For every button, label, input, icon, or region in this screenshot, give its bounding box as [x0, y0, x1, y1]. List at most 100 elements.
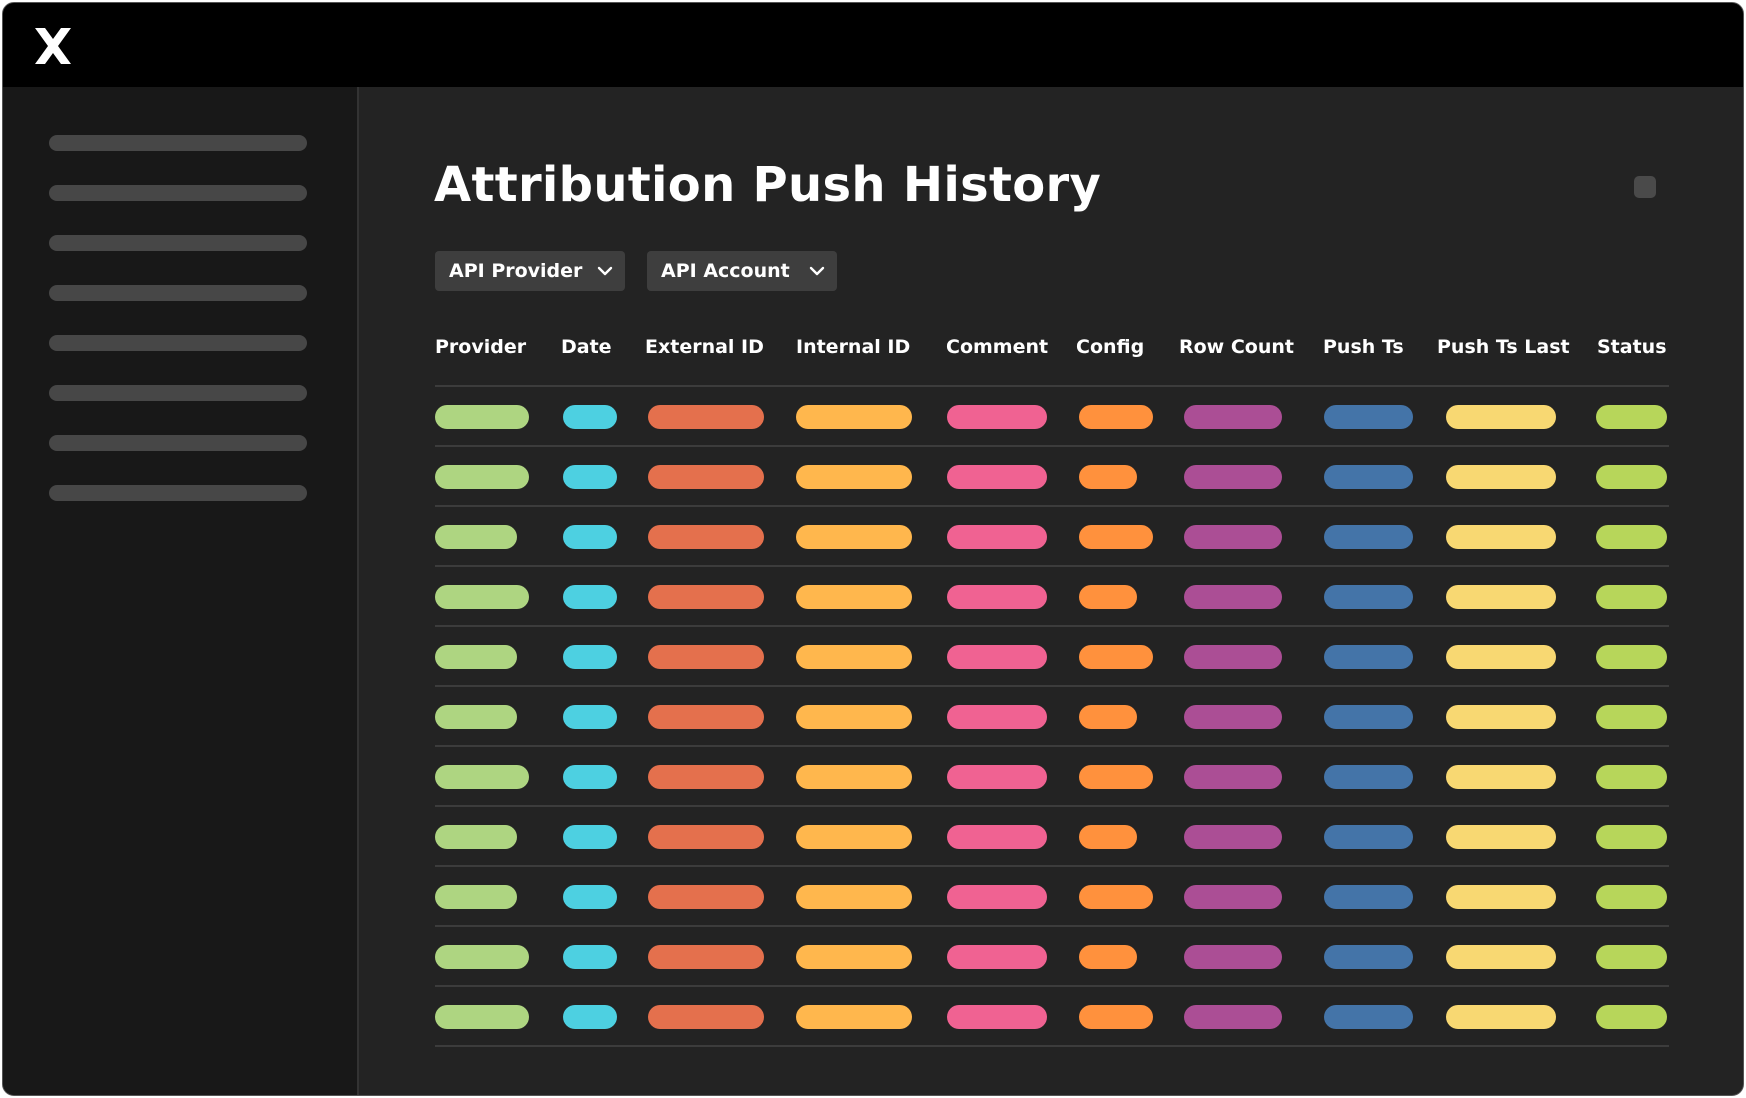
column-header-push-ts[interactable]: Push Ts	[1323, 336, 1404, 358]
push-ts-cell-placeholder	[1324, 825, 1413, 849]
column-header-external-id[interactable]: External ID	[645, 336, 764, 358]
status-cell-placeholder	[1596, 645, 1667, 669]
push-ts-last-cell-placeholder	[1446, 1005, 1556, 1029]
provider-cell-placeholder	[435, 885, 517, 909]
row-count-cell-placeholder	[1184, 525, 1282, 549]
table-row[interactable]	[359, 687, 1743, 747]
internal-id-cell-placeholder	[796, 525, 912, 549]
comment-cell-placeholder	[947, 765, 1047, 789]
external-id-cell-placeholder	[648, 705, 764, 729]
column-header-date[interactable]: Date	[561, 336, 612, 358]
sidebar-item-7[interactable]	[49, 435, 307, 451]
row-count-cell-placeholder	[1184, 825, 1282, 849]
main-content: Attribution Push History API Provider AP…	[359, 87, 1743, 1095]
push-ts-cell-placeholder	[1324, 1005, 1413, 1029]
row-count-cell-placeholder	[1184, 705, 1282, 729]
sidebar-item-6[interactable]	[49, 385, 307, 401]
table-row[interactable]	[359, 867, 1743, 927]
external-id-cell-placeholder	[648, 825, 764, 849]
table-row[interactable]	[359, 927, 1743, 987]
row-divider	[435, 925, 1669, 927]
config-cell-placeholder	[1079, 885, 1153, 909]
comment-cell-placeholder	[947, 945, 1047, 969]
api-provider-filter[interactable]: API Provider	[435, 251, 625, 291]
push-ts-cell-placeholder	[1324, 765, 1413, 789]
external-id-cell-placeholder	[648, 585, 764, 609]
header-divider	[435, 385, 1669, 387]
internal-id-cell-placeholder	[796, 945, 912, 969]
config-cell-placeholder	[1079, 585, 1137, 609]
column-header-comment[interactable]: Comment	[946, 336, 1049, 358]
table-row[interactable]	[359, 807, 1743, 867]
push-ts-last-cell-placeholder	[1446, 465, 1556, 489]
column-header-internal-id[interactable]: Internal ID	[796, 336, 911, 358]
sidebar-item-3[interactable]	[49, 235, 307, 251]
sidebar-item-1[interactable]	[49, 135, 307, 151]
options-button[interactable]	[1634, 176, 1656, 198]
comment-cell-placeholder	[947, 585, 1047, 609]
push-ts-cell-placeholder	[1324, 585, 1413, 609]
row-divider	[435, 805, 1669, 807]
column-header-status[interactable]: Status	[1597, 336, 1667, 358]
table-row[interactable]	[359, 387, 1743, 447]
push-ts-cell-placeholder	[1324, 645, 1413, 669]
internal-id-cell-placeholder	[796, 765, 912, 789]
table-row[interactable]	[359, 747, 1743, 807]
status-cell-placeholder	[1596, 765, 1667, 789]
push-ts-last-cell-placeholder	[1446, 645, 1556, 669]
column-header-config[interactable]: Config	[1076, 336, 1145, 358]
comment-cell-placeholder	[947, 1005, 1047, 1029]
push-ts-cell-placeholder	[1324, 405, 1413, 429]
push-ts-cell-placeholder	[1324, 705, 1413, 729]
api-account-filter[interactable]: API Account	[647, 251, 837, 291]
column-header-row-count[interactable]: Row Count	[1179, 336, 1294, 358]
sidebar-item-2[interactable]	[49, 185, 307, 201]
comment-cell-placeholder	[947, 525, 1047, 549]
date-cell-placeholder	[563, 945, 617, 969]
external-id-cell-placeholder	[648, 1005, 764, 1029]
provider-cell-placeholder	[435, 825, 517, 849]
x-logo-icon[interactable]	[33, 28, 73, 64]
sidebar-item-8[interactable]	[49, 485, 307, 501]
status-cell-placeholder	[1596, 885, 1667, 909]
status-cell-placeholder	[1596, 1005, 1667, 1029]
status-cell-placeholder	[1596, 825, 1667, 849]
page-title: Attribution Push History	[434, 157, 1102, 213]
external-id-cell-placeholder	[648, 405, 764, 429]
sidebar-item-4[interactable]	[49, 285, 307, 301]
push-ts-last-cell-placeholder	[1446, 525, 1556, 549]
status-cell-placeholder	[1596, 945, 1667, 969]
status-cell-placeholder	[1596, 405, 1667, 429]
internal-id-cell-placeholder	[796, 465, 912, 489]
status-cell-placeholder	[1596, 465, 1667, 489]
api-account-filter-label: API Account	[661, 260, 790, 282]
sidebar-item-5[interactable]	[49, 335, 307, 351]
row-divider	[435, 685, 1669, 687]
push-ts-cell-placeholder	[1324, 885, 1413, 909]
date-cell-placeholder	[563, 645, 617, 669]
internal-id-cell-placeholder	[796, 1005, 912, 1029]
column-header-push-ts-last[interactable]: Push Ts Last	[1437, 336, 1570, 358]
external-id-cell-placeholder	[648, 885, 764, 909]
push-ts-cell-placeholder	[1324, 465, 1413, 489]
table-row[interactable]	[359, 447, 1743, 507]
provider-cell-placeholder	[435, 1005, 529, 1029]
internal-id-cell-placeholder	[796, 585, 912, 609]
internal-id-cell-placeholder	[796, 705, 912, 729]
row-count-cell-placeholder	[1184, 405, 1282, 429]
external-id-cell-placeholder	[648, 645, 764, 669]
status-cell-placeholder	[1596, 585, 1667, 609]
push-ts-last-cell-placeholder	[1446, 885, 1556, 909]
table-row[interactable]	[359, 507, 1743, 567]
table-row[interactable]	[359, 567, 1743, 627]
config-cell-placeholder	[1079, 465, 1137, 489]
external-id-cell-placeholder	[648, 465, 764, 489]
row-divider	[435, 565, 1669, 567]
table-row[interactable]	[359, 627, 1743, 687]
row-divider	[435, 445, 1669, 447]
row-count-cell-placeholder	[1184, 1005, 1282, 1029]
column-header-provider[interactable]: Provider	[435, 336, 527, 358]
config-cell-placeholder	[1079, 705, 1137, 729]
table-row[interactable]	[359, 987, 1743, 1047]
